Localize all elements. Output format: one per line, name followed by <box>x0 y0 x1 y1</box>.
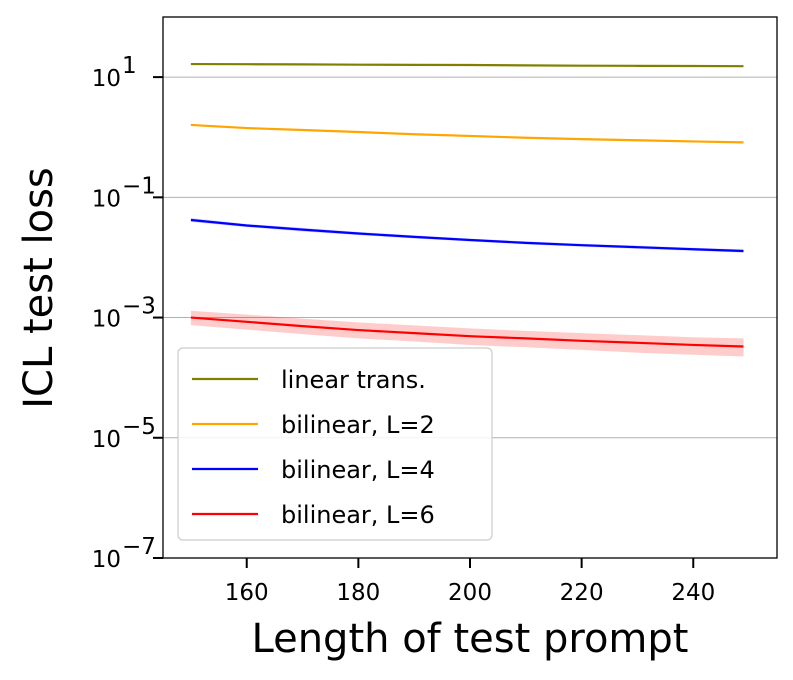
line-series-0 <box>190 62 744 68</box>
x-axis-label: Length of test prompt <box>252 616 689 662</box>
x-tick-label: 200 <box>448 580 492 606</box>
x-tick-label: 220 <box>560 580 604 606</box>
line-series-1 <box>190 123 744 144</box>
x-tick-label: 240 <box>671 580 715 606</box>
y-tick-base: 10 <box>92 427 121 453</box>
legend: linear trans. bilinear, L=2 bilinear, L=4 b… <box>177 347 493 541</box>
legend-label-3: bilinear, L=6 <box>281 501 435 529</box>
y-tick-exponent: −7 <box>122 534 156 560</box>
legend-label-0: linear trans. <box>281 366 426 394</box>
y-tick-label: 10 <box>92 427 121 453</box>
y-tick-exponent: −1 <box>122 173 156 199</box>
legend-label-2: bilinear, L=4 <box>281 456 435 484</box>
y-tick-label: 10 <box>92 66 121 92</box>
line-series-2 <box>190 218 744 253</box>
y-tick-label: 10 <box>92 186 121 212</box>
y-tick-exponent: 1 <box>122 53 137 79</box>
y-tick-base: 10 <box>92 547 121 573</box>
x-tick-label: 180 <box>336 580 380 606</box>
series-lines <box>190 62 744 348</box>
y-tick-exponent: −3 <box>122 294 156 320</box>
legend-label-1: bilinear, L=2 <box>281 411 435 439</box>
legend-box <box>177 347 493 541</box>
y-axis-label: ICL test loss <box>16 167 62 409</box>
y-tick-base: 10 <box>92 66 121 92</box>
band-series-3 <box>190 310 744 357</box>
y-tick-exponent: −5 <box>122 414 156 440</box>
line-series-3 <box>190 316 744 348</box>
x-axis-ticks: 160 180 200 220 240 <box>225 558 715 606</box>
x-tick-label: 160 <box>225 580 269 606</box>
y-tick-label: 10 <box>92 547 121 573</box>
y-tick-label: 10 <box>92 307 121 333</box>
y-tick-base: 10 <box>92 307 121 333</box>
y-tick-base: 10 <box>92 186 121 212</box>
